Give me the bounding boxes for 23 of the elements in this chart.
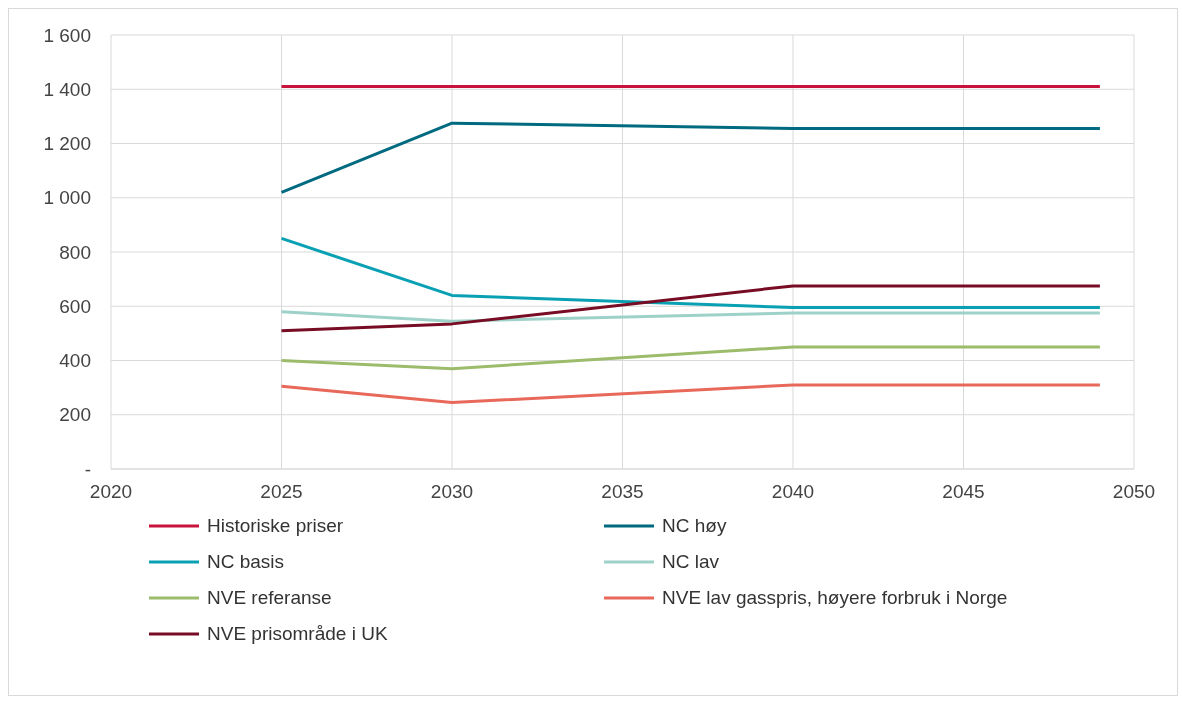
y-tick-label: 600 xyxy=(59,295,91,317)
x-tick-label: 2030 xyxy=(430,481,474,503)
y-tick-label: - xyxy=(84,458,91,480)
y-tick-label: 800 xyxy=(59,241,91,263)
x-tick-label: 2025 xyxy=(260,481,303,503)
legend-label: NC basis xyxy=(207,551,285,573)
legend-label: NC lav xyxy=(662,551,720,573)
x-tick-label: 2035 xyxy=(601,481,644,503)
y-tick-label: 1 400 xyxy=(43,79,91,100)
legend-label: NC høy xyxy=(662,515,727,537)
y-tick-label: 200 xyxy=(59,404,91,426)
legend-label: Historiske priser xyxy=(207,515,344,537)
legend-label: NVE lav gasspris, høyere forbruk i Norge xyxy=(662,587,1008,609)
legend-label: NVE referanse xyxy=(207,587,332,609)
x-tick-label: 2045 xyxy=(942,481,985,503)
y-tick-label: 1 000 xyxy=(43,187,91,209)
x-tick-label: 2050 xyxy=(1112,481,1156,503)
y-tick-label: 1 600 xyxy=(43,24,91,46)
x-tick-label: 2040 xyxy=(771,481,815,503)
legend-label: NVE prisområde i UK xyxy=(207,623,388,645)
y-tick-label: 400 xyxy=(59,350,91,372)
x-tick-label: 2020 xyxy=(89,481,133,503)
y-tick-label: 1 200 xyxy=(43,133,91,155)
